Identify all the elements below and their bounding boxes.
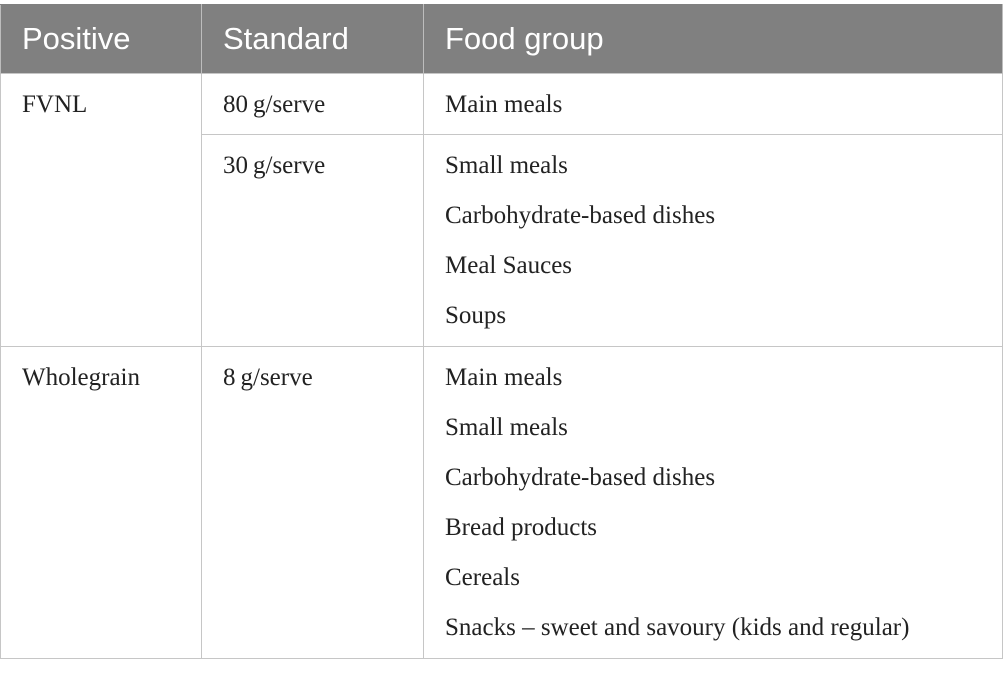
food-group-item: Soups (445, 302, 507, 329)
food-group-cell: Main meals Small meals Carbohydrate-base… (423, 346, 1003, 659)
food-group-item: Snacks – sweet and savoury (kids and reg… (445, 614, 910, 641)
food-standards-table: Positive Standard Food group FVNL 80 g/s… (0, 4, 1003, 659)
header-food-group: Food group (423, 4, 1003, 74)
header-standard: Standard (201, 4, 424, 74)
standard-cell: 30 g/serve (201, 134, 424, 347)
header-row: Positive Standard Food group (0, 4, 1003, 74)
positive-cell: FVNL (0, 73, 202, 347)
table-header: Positive Standard Food group (0, 4, 1003, 74)
food-group-item: Small meals (445, 152, 568, 179)
standard-value: 30 g/serve (223, 152, 326, 179)
food-group-cell: Main meals (423, 73, 1003, 135)
standard-cell: 80 g/serve (201, 73, 424, 135)
table-row: FVNL 80 g/serve Main meals (0, 73, 1003, 347)
food-group-item: Carbohydrate-based dishes (445, 202, 716, 229)
food-group-cell: Small meals Carbohydrate-based dishes Me… (423, 134, 1003, 347)
food-group-item: Main meals (445, 91, 563, 118)
food-group-item: Small meals (445, 414, 568, 441)
food-group-item: Carbohydrate-based dishes (445, 464, 716, 491)
table-row: 30 g/serve Small meals Carbohydrate-base… (1, 134, 1003, 347)
food-group-item: Cereals (445, 564, 520, 591)
positive-label: Wholegrain (22, 364, 141, 391)
food-group-item: Meal Sauces (445, 252, 573, 279)
positive-label: FVNL (22, 91, 88, 118)
header-positive: Positive (0, 4, 202, 74)
food-group-item: Bread products (445, 514, 598, 541)
table-body: FVNL 80 g/serve Main meals 30 g/serve Sm… (0, 73, 1003, 659)
table-row: Wholegrain 8 g/serve Main meals Small me… (0, 346, 1003, 659)
standard-value: 8 g/serve (223, 364, 313, 391)
food-group-item: Main meals (445, 364, 563, 391)
standard-value: 80 g/serve (223, 91, 326, 118)
standard-cell: 8 g/serve (201, 346, 424, 659)
positive-cell: Wholegrain (0, 346, 202, 659)
